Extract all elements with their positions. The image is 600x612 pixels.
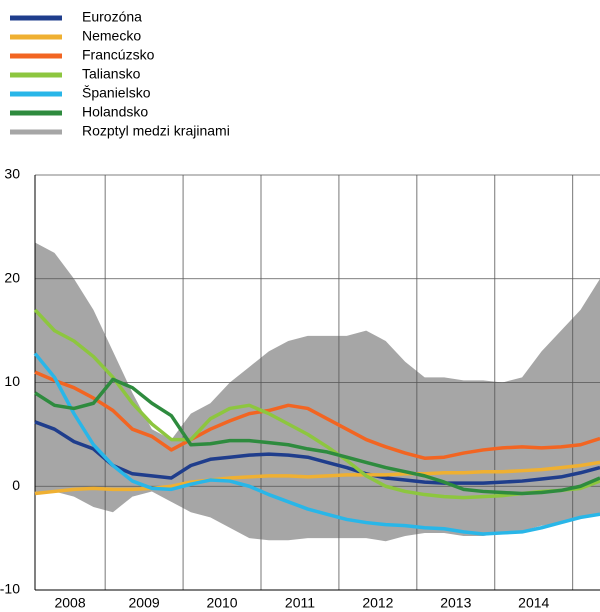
y-tick-label: -10 [0,581,20,597]
x-tick-label: 2013 [440,595,471,611]
legend-label: Rozptyl medzi krajinami [82,123,230,139]
legend-label: Nemecko [82,28,141,44]
series-line [33,352,600,536]
x-tick-label: 2008 [54,595,85,611]
series-line [34,420,600,485]
x-tick-label: 2009 [129,595,160,611]
x-tick-label: 2010 [206,595,237,611]
x-tick-label: 2012 [362,595,393,611]
legend-label: Francúzsko [82,47,155,63]
y-tick-label: 0 [12,477,20,493]
y-tick-label: 10 [4,373,20,389]
legend-label: Eurozóna [82,9,142,25]
series-line [34,377,600,496]
y-tick-label: 20 [4,269,20,285]
legend-label: Holandsko [82,104,148,120]
legend-label: Taliansko [82,66,141,82]
series-line [33,308,600,500]
x-tick-label: 2014 [518,595,549,611]
y-tick-label: 30 [4,166,20,182]
x-tick-label: 2011 [285,595,315,611]
legend-label: Španielsko [82,85,151,101]
series-line [34,370,600,460]
dispersion-band [35,242,600,542]
series-line [34,460,600,496]
